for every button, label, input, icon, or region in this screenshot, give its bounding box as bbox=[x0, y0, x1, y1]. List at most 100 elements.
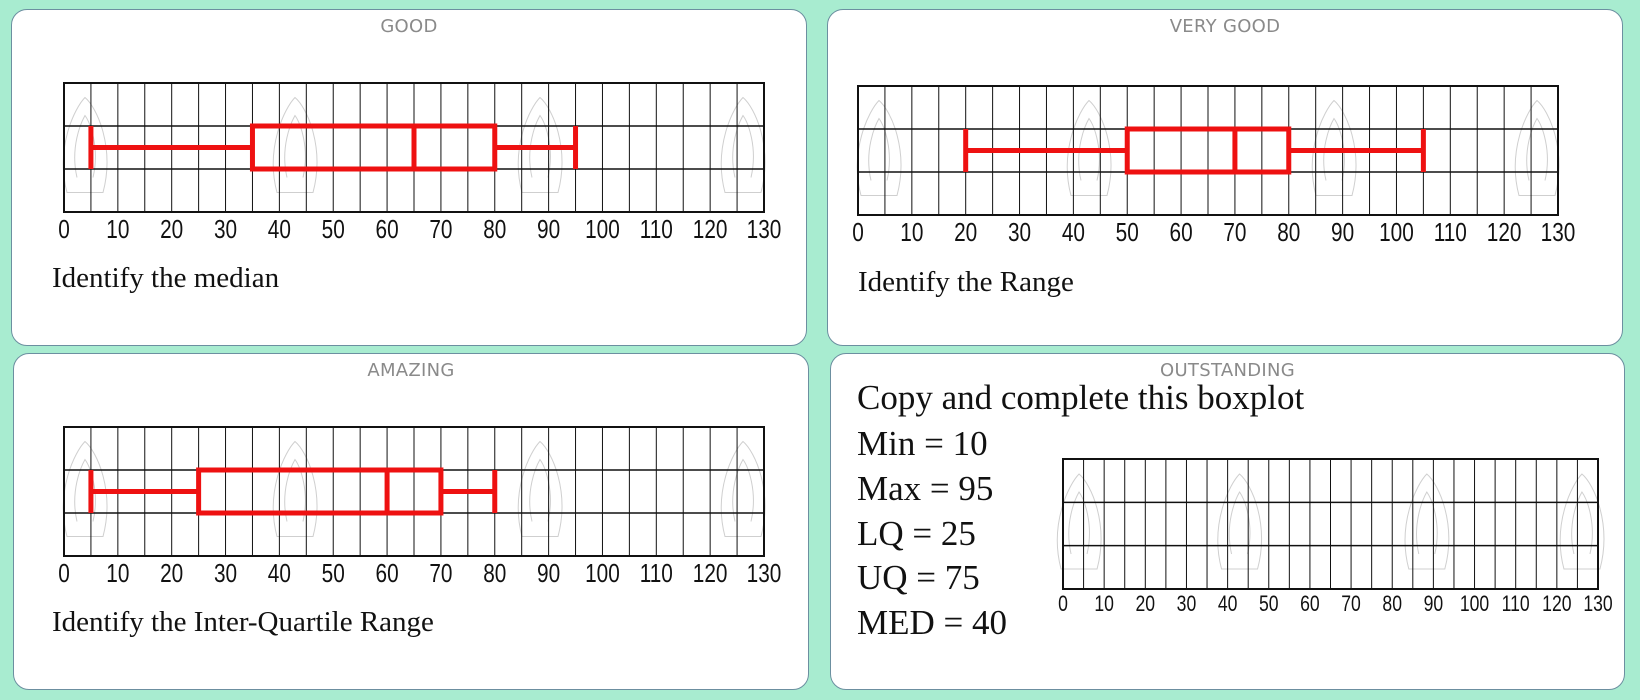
question-text: Identify the median bbox=[52, 262, 280, 294]
grid-border bbox=[857, 85, 1559, 216]
boxplot bbox=[88, 467, 498, 516]
x-tick-label: 130 bbox=[747, 559, 782, 588]
x-tick-label: 10 bbox=[106, 215, 129, 244]
question-text: Identify the Inter-Quartile Range bbox=[52, 606, 434, 638]
x-tick-label: 50 bbox=[322, 559, 345, 588]
grid-border bbox=[1062, 458, 1599, 590]
card-label: OUTSTANDING bbox=[1159, 360, 1296, 381]
x-tick-label: 0 bbox=[58, 215, 70, 244]
x-tick-label: 40 bbox=[268, 559, 291, 588]
x-tick-label: 30 bbox=[1177, 592, 1197, 616]
doodle-shape bbox=[272, 440, 318, 537]
x-tick-label: 10 bbox=[900, 218, 923, 247]
x-tick-label: 110 bbox=[1434, 218, 1467, 247]
x-tick-label: 110 bbox=[640, 559, 673, 588]
x-tick-label: 110 bbox=[1502, 592, 1530, 616]
card-good: GOOD 0 10 20 30 40 50 60 70 80 90 100 110 120 130 Ide… bbox=[11, 9, 807, 346]
x-tick-label: 120 bbox=[1542, 592, 1571, 616]
doodle-shape bbox=[529, 114, 551, 178]
x-tick-label: 100 bbox=[1460, 592, 1489, 616]
x-tick-label: 100 bbox=[585, 559, 620, 588]
x-tick-label: 20 bbox=[1136, 592, 1156, 616]
background-doodles bbox=[1056, 473, 1605, 570]
iqr-box bbox=[1124, 126, 1292, 175]
x-tick-label: 80 bbox=[483, 559, 506, 588]
task-title: Copy and complete this boxplot bbox=[857, 378, 1305, 417]
boxplot bbox=[88, 123, 579, 172]
x-tick-label: 80 bbox=[483, 215, 506, 244]
doodle-shape bbox=[720, 440, 766, 537]
x-tick-label: 120 bbox=[1487, 218, 1522, 247]
x-tick-label: 130 bbox=[747, 215, 782, 244]
boxplot bbox=[963, 126, 1426, 175]
doodle-shape bbox=[1514, 99, 1560, 196]
x-tick-label: 20 bbox=[160, 559, 183, 588]
x-tick-label: 130 bbox=[1583, 592, 1612, 616]
doodle-shape bbox=[856, 99, 902, 196]
doodle-shape bbox=[517, 440, 563, 537]
doodle-shape bbox=[732, 458, 754, 522]
doodle-shape bbox=[1323, 117, 1345, 181]
doodle-shape bbox=[1559, 473, 1605, 570]
x-tick-label: 80 bbox=[1382, 592, 1402, 616]
doodle-shape bbox=[1311, 99, 1357, 196]
x-tick-label: 100 bbox=[585, 215, 620, 244]
doodle-shape bbox=[1416, 491, 1438, 555]
x-tick-label: 50 bbox=[1116, 218, 1139, 247]
card-outstanding: OUTSTANDING Copy and complete this boxpl… bbox=[830, 353, 1625, 690]
x-tick-label: 70 bbox=[429, 559, 452, 588]
x-tick-label: 120 bbox=[693, 215, 728, 244]
x-tick-label: 60 bbox=[1170, 218, 1193, 247]
doodle-shape bbox=[1526, 117, 1548, 181]
x-tick-label: 30 bbox=[214, 559, 237, 588]
x-tick-label: 60 bbox=[376, 559, 399, 588]
stat-min: Min = 10 bbox=[857, 424, 988, 463]
doodle-shape bbox=[272, 96, 318, 193]
x-tick-label: 10 bbox=[106, 559, 129, 588]
doodle-shape bbox=[1056, 473, 1102, 570]
x-tick-label: 110 bbox=[640, 215, 673, 244]
x-tick-label: 20 bbox=[160, 215, 183, 244]
x-tick-label: 50 bbox=[1259, 592, 1279, 616]
x-tick-label: 90 bbox=[537, 559, 560, 588]
x-tick-label: 70 bbox=[1223, 218, 1246, 247]
boxplot-chart: 0 10 20 30 40 50 60 70 80 90 100 110 120 130 bbox=[852, 85, 1575, 247]
x-tick-label: 100 bbox=[1379, 218, 1414, 247]
iqr-box bbox=[196, 467, 444, 516]
x-tick-label: 80 bbox=[1277, 218, 1300, 247]
x-tick-label: 0 bbox=[1058, 592, 1068, 616]
grid-border bbox=[63, 426, 765, 557]
blank-boxplot-grid: 0 10 20 30 40 50 60 70 80 90 100 110 120 130 bbox=[1056, 458, 1613, 617]
doodle-shape bbox=[284, 458, 306, 522]
stat-med: MED = 40 bbox=[857, 603, 1008, 642]
card-label: AMAZING bbox=[367, 360, 455, 381]
x-tick-label: 40 bbox=[1062, 218, 1085, 247]
card-label: VERY GOOD bbox=[1169, 16, 1281, 37]
doodle-shape bbox=[1068, 491, 1090, 555]
x-tick-label: 60 bbox=[1300, 592, 1320, 616]
card-very-good: VERY GOOD 0 10 20 30 40 50 60 70 80 90 100 110 120 13… bbox=[827, 9, 1623, 346]
x-tick-label: 30 bbox=[1008, 218, 1031, 247]
x-tick-label: 40 bbox=[1218, 592, 1238, 616]
boxplot-chart: 0 10 20 30 40 50 60 70 80 90 100 110 120 130 bbox=[58, 82, 782, 244]
grid-border bbox=[63, 82, 765, 213]
background-doodles bbox=[62, 96, 766, 193]
x-tick-label: 0 bbox=[852, 218, 864, 247]
card-label: GOOD bbox=[380, 16, 438, 37]
x-tick-label: 60 bbox=[376, 215, 399, 244]
doodle-shape bbox=[1571, 491, 1593, 555]
x-tick-label: 10 bbox=[1094, 592, 1114, 616]
stat-max: Max = 95 bbox=[857, 469, 994, 508]
x-tick-label: 70 bbox=[429, 215, 452, 244]
x-tick-label: 70 bbox=[1341, 592, 1361, 616]
card-amazing: AMAZING 0 10 20 30 40 50 60 70 80 90 100 110 120 130 … bbox=[13, 353, 809, 690]
x-tick-label: 40 bbox=[268, 215, 291, 244]
doodle-shape bbox=[284, 114, 306, 178]
x-tick-label: 30 bbox=[214, 215, 237, 244]
x-tick-label: 0 bbox=[58, 559, 70, 588]
doodle-shape bbox=[1404, 473, 1450, 570]
boxplot-chart: 0 10 20 30 40 50 60 70 80 90 100 110 120 130 bbox=[58, 426, 782, 588]
doodle-shape bbox=[732, 114, 754, 178]
x-tick-label: 90 bbox=[1424, 592, 1444, 616]
stat-uq: UQ = 75 bbox=[857, 558, 980, 597]
